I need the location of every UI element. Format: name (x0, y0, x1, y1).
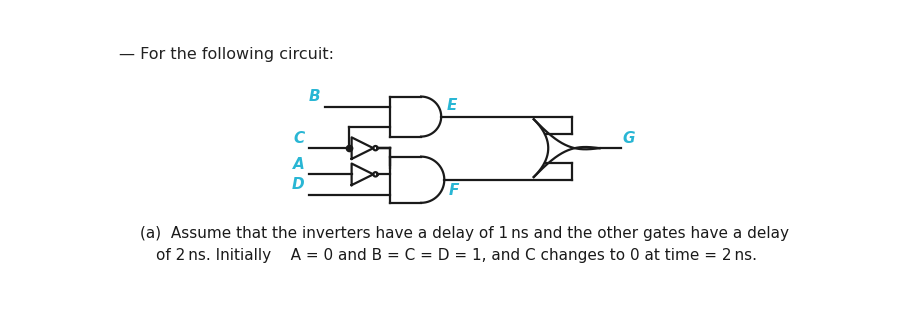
Text: — For the following circuit:: — For the following circuit: (119, 47, 334, 62)
Text: of 2 ns. Initially    A = 0 and B = C = D = 1, and C changes to 0 at time = 2 ns: of 2 ns. Initially A = 0 and B = C = D =… (156, 248, 757, 263)
Text: C: C (293, 131, 304, 146)
Text: B: B (308, 89, 320, 104)
Text: F: F (448, 183, 458, 198)
Text: G: G (623, 131, 635, 146)
Text: D: D (291, 178, 304, 192)
Text: A: A (292, 157, 304, 172)
Text: E: E (446, 98, 457, 113)
Text: (a)  Assume that the inverters have a delay of 1 ns and the other gates have a d: (a) Assume that the inverters have a del… (140, 226, 789, 241)
